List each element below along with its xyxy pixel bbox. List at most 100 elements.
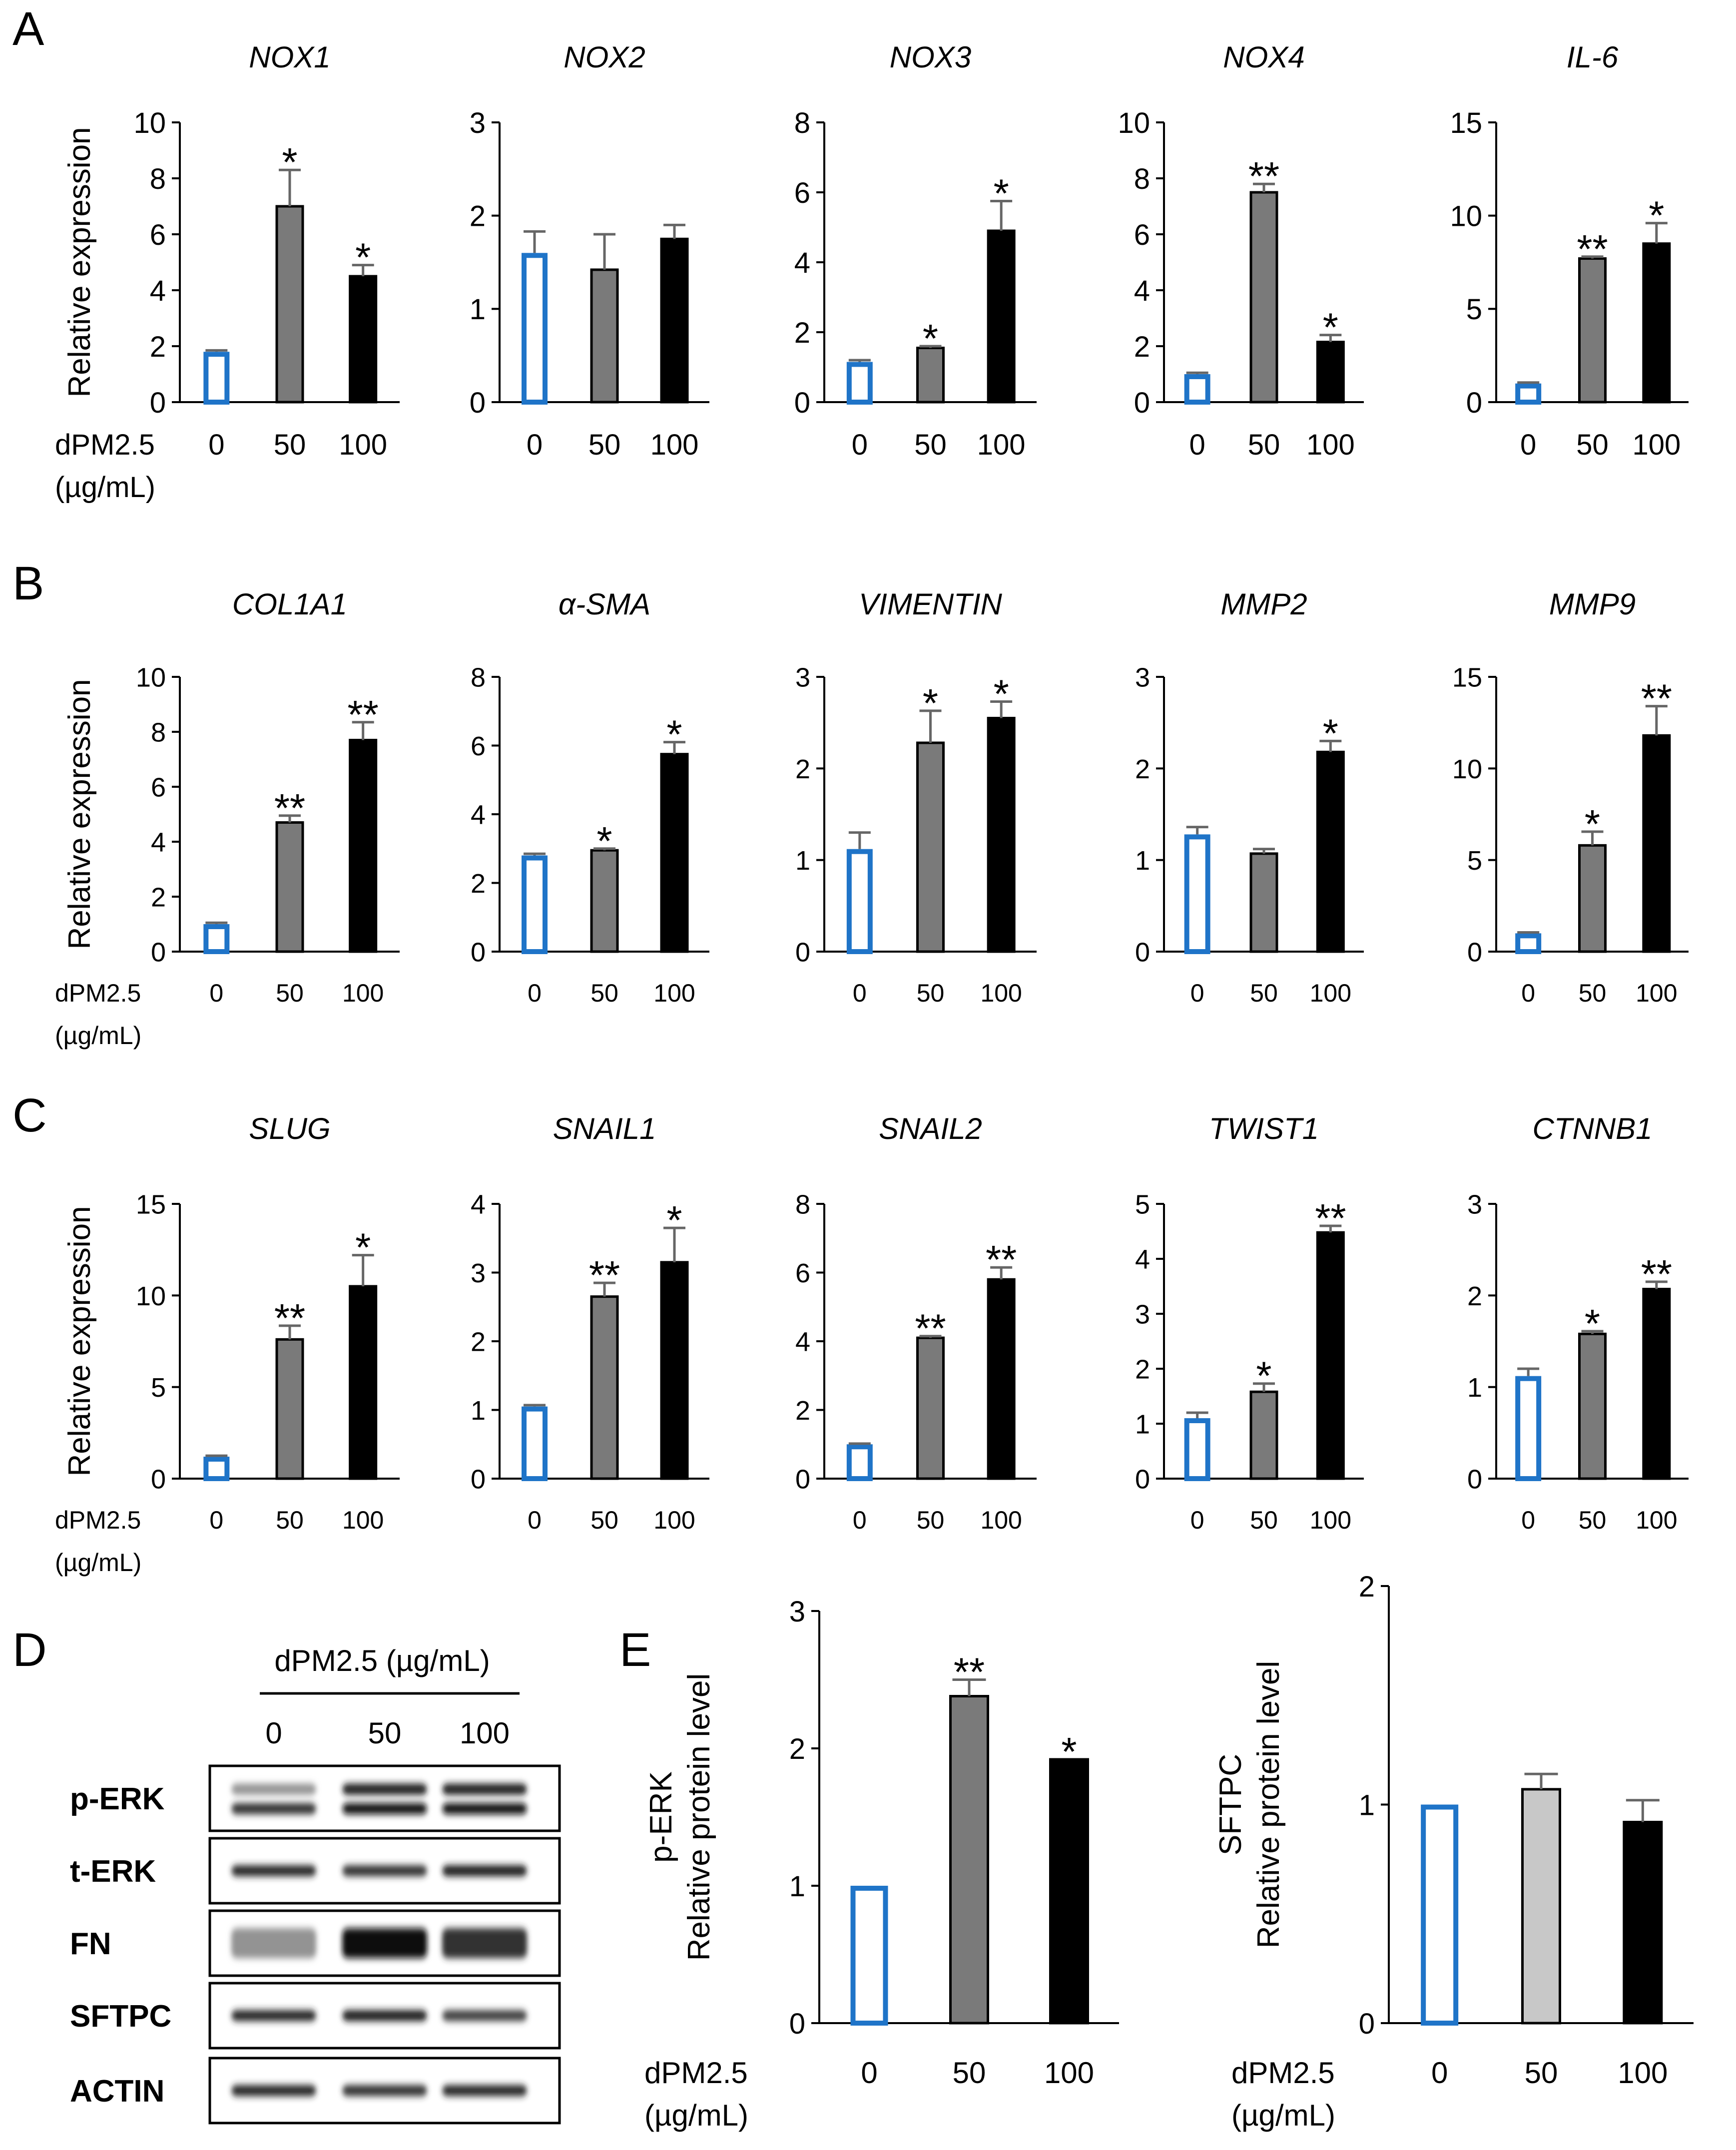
y-tick-label: 4 — [794, 247, 810, 279]
y-tick-label: 2 — [795, 754, 810, 784]
chart-c2: 0 1 2 3 4 SNAIL1 0 ** 50 * 100 — [471, 1112, 709, 1534]
x-tick-label: 0 — [853, 1506, 867, 1534]
panel-letter-a: A — [12, 2, 44, 55]
bar-100 — [349, 275, 378, 404]
bar-0 — [850, 1886, 888, 2026]
y-tick-label: 8 — [151, 717, 166, 747]
significance-marker: ** — [348, 692, 379, 737]
chart-title: SLUG — [249, 1112, 330, 1145]
x-tick-label: 0 — [1190, 1506, 1204, 1534]
y-tick-label: 0 — [1467, 937, 1482, 967]
y-tick-label: 10 — [133, 107, 166, 139]
blot-band — [442, 1803, 527, 1814]
bar-100 — [1642, 242, 1671, 404]
x-tick-label: 100 — [339, 429, 387, 461]
x-tick-label: 100 — [1632, 429, 1681, 461]
y-axis-label: Relative expression — [62, 1206, 97, 1476]
significance-marker: * — [1061, 1729, 1077, 1774]
blot-band — [342, 2085, 427, 2096]
significance-marker: ** — [1641, 676, 1672, 721]
y-tick-label: 2 — [1359, 1571, 1375, 1603]
bar-50 — [590, 1295, 619, 1480]
blot-band — [231, 2085, 316, 2096]
blot-band — [231, 2010, 316, 2021]
bar-100 — [660, 237, 689, 404]
y-tick-label: 1 — [1135, 1409, 1150, 1439]
significance-marker: ** — [1315, 1196, 1346, 1240]
y-tick-label: 4 — [1135, 1244, 1150, 1274]
y-tick-label: 0 — [151, 937, 166, 967]
significance-marker: * — [355, 235, 371, 280]
blot-band — [342, 1783, 427, 1795]
x-tick-label: 50 — [590, 979, 618, 1007]
significance-marker: * — [1649, 193, 1664, 238]
y-axis-label: Relative protein level — [1251, 1661, 1286, 1949]
bar-0 — [203, 1457, 230, 1481]
bar-0 — [846, 362, 873, 405]
bar-0 — [846, 1444, 873, 1481]
y-tick-label: 8 — [794, 107, 810, 139]
x-tick-label: 0 — [853, 979, 867, 1007]
x-tick-label: 100 — [1310, 1506, 1351, 1534]
x-tick-label: 50 — [914, 429, 947, 461]
x-tick-label: 50 — [1579, 1506, 1607, 1534]
chart-e2: 0 1 2 SFTPC Relative protein level 0 50 100 dPM2… — [1213, 1571, 1694, 2132]
y-tick-label: 2 — [471, 1327, 486, 1357]
y-tick-label: 2 — [471, 869, 486, 899]
bar-50 — [590, 268, 619, 404]
blot-band — [442, 2010, 527, 2021]
bar-0 — [1421, 1804, 1459, 2026]
y-tick-label: 0 — [1134, 387, 1150, 419]
chart-title: NOX3 — [890, 40, 971, 74]
y-tick-label: 4 — [151, 827, 166, 857]
chart-a2: 0 1 2 3 NOX2 0 50 100 — [470, 40, 709, 461]
x-tick-label: 50 — [588, 429, 621, 461]
y-tick-label: 0 — [1466, 387, 1482, 419]
blot-lane-label: 100 — [460, 1716, 510, 1750]
chart-title: SNAIL2 — [879, 1112, 982, 1145]
significance-marker: ** — [589, 1253, 620, 1297]
significance-marker: ** — [1641, 1252, 1672, 1296]
chart-c3: 0 2 4 6 8 SNAIL2 0 ** 50 ** 100 — [795, 1112, 1037, 1534]
bar-0 — [1515, 1376, 1542, 1482]
x-tick-label: 100 — [342, 979, 384, 1007]
bar-100 — [660, 753, 689, 953]
y-tick-label: 4 — [471, 800, 486, 830]
y-axis-label: Relative expression — [62, 127, 97, 397]
x-tick-label: 0 — [209, 1506, 223, 1534]
y-tick-label: 3 — [471, 1258, 486, 1288]
bar-0 — [1184, 1418, 1210, 1481]
significance-marker: ** — [1248, 154, 1279, 198]
x-axis-unit: (µg/mL) — [644, 2099, 748, 2132]
x-axis-title: dPM2.5 — [644, 2056, 748, 2090]
y-tick-label: 6 — [1134, 219, 1150, 251]
x-tick-label: 50 — [1576, 429, 1609, 461]
x-tick-label: 0 — [861, 2056, 877, 2090]
blot-row-label: SFTPC — [70, 1999, 171, 2034]
chart-title: TWIST1 — [1209, 1112, 1319, 1145]
blot-row-label: ACTIN — [70, 2074, 164, 2109]
y-tick-label: 10 — [136, 1281, 166, 1311]
x-tick-label: 0 — [852, 429, 868, 461]
y-tick-label: 3 — [1467, 1189, 1482, 1219]
panel-letter-c: C — [12, 1089, 47, 1142]
x-axis-unit: (µg/mL) — [1231, 2099, 1335, 2132]
y-tick-label: 5 — [151, 1373, 166, 1403]
y-tick-label: 0 — [1467, 1464, 1482, 1494]
bar-0 — [522, 1406, 548, 1481]
blot-strip — [208, 1764, 561, 1832]
significance-marker: ** — [274, 1296, 305, 1340]
x-tick-label: 50 — [917, 979, 945, 1007]
western-blot-panel: dPM2.5 (µg/mL) 0 50 100 p-ERK t-ERK FN SFTPC ACT… — [70, 1644, 561, 2125]
significance-marker: * — [666, 1198, 682, 1242]
chart-c5: 0 1 2 3 CTNNB1 0 * 50 ** 100 — [1467, 1112, 1689, 1534]
y-tick-label: 1 — [1135, 846, 1150, 876]
bar-50 — [1249, 191, 1278, 404]
x-tick-label: 50 — [274, 429, 306, 461]
y-axis-label: Relative protein level — [682, 1673, 716, 1961]
chart-c4: 0 1 2 3 4 5 TWIST1 0 * 50 ** 100 — [1135, 1112, 1364, 1534]
y-tick-label: 1 — [1359, 1789, 1375, 1821]
y-tick-label: 3 — [1135, 662, 1150, 692]
y-tick-label: 3 — [795, 662, 810, 692]
